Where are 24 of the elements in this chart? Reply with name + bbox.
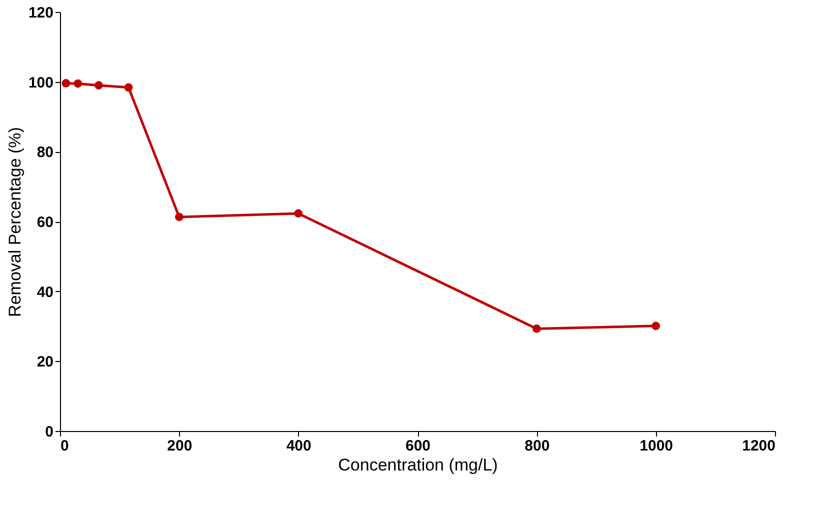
x-tick-label: 800 — [524, 438, 550, 454]
x-tick-label: 400 — [286, 438, 312, 454]
point — [94, 81, 103, 90]
y-tick-label: 60 — [36, 214, 54, 231]
x-axis-title: Concentration (mg/L) — [338, 456, 498, 474]
point — [294, 209, 303, 218]
y-tick-label: 100 — [28, 74, 54, 92]
point — [174, 212, 184, 222]
y-tick-label: 40 — [36, 284, 54, 301]
x-tick-label: 600 — [405, 438, 431, 454]
point — [652, 322, 660, 330]
point — [74, 79, 82, 88]
x-tick-label: 200 — [167, 438, 192, 454]
x-tick-label: 0 — [60, 438, 69, 454]
point — [532, 324, 541, 333]
y-tick-label: 120 — [28, 4, 54, 22]
point — [124, 83, 133, 92]
x-tick-label: 1200 — [742, 438, 776, 454]
y-axis-title: Removal Percentage (%) — [5, 127, 24, 317]
y-tick-label: 20 — [36, 354, 54, 371]
y-tick-label: 80 — [36, 144, 54, 162]
x-tick-label: 1000 — [640, 438, 674, 454]
point — [62, 79, 70, 88]
y-tick-label: 0 — [45, 424, 54, 440]
